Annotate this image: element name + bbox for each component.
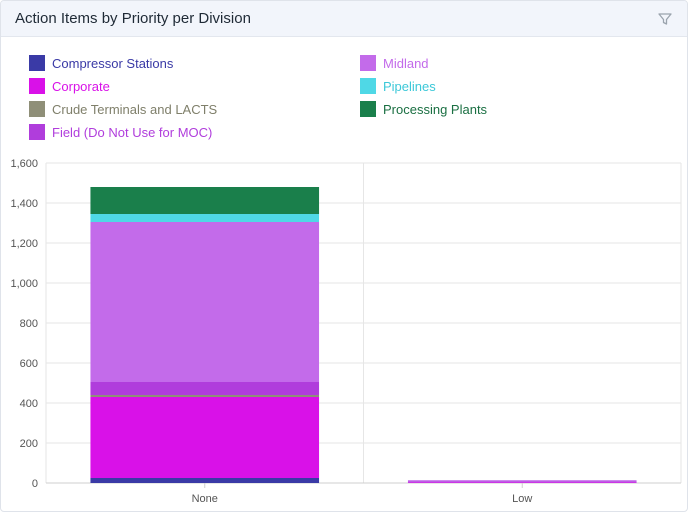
x-tick-label: Low — [512, 493, 532, 505]
legend-item-field[interactable]: Field (Do Not Use for MOC) — [29, 123, 212, 141]
y-tick-label: 1,600 — [10, 158, 38, 170]
x-tick-label: None — [192, 493, 218, 505]
bar-segment — [90, 395, 320, 397]
legend-label: Pipelines — [383, 78, 436, 94]
bar-segment — [90, 222, 320, 382]
y-tick-label: 1,400 — [10, 198, 38, 210]
legend-swatch — [29, 78, 45, 94]
y-tick-label: 1,000 — [10, 278, 38, 290]
bar-segment — [407, 481, 637, 483]
legend-swatch — [29, 101, 45, 117]
bar-segment — [407, 482, 637, 483]
legend-swatch — [29, 124, 45, 140]
legend-swatch — [360, 78, 376, 94]
legend-item-crude-terminals[interactable]: Crude Terminals and LACTS — [29, 100, 217, 118]
y-tick-label: 0 — [32, 478, 38, 490]
legend-item-compressor-stations[interactable]: Compressor Stations — [29, 54, 173, 72]
y-tick-label: 1,200 — [10, 238, 38, 250]
legend-label: Corporate — [52, 78, 110, 94]
legend-label: Crude Terminals and LACTS — [52, 101, 218, 117]
legend-item-midland[interactable]: Midland — [360, 54, 429, 72]
legend-label: Processing Plants — [383, 101, 488, 117]
legend-swatch — [360, 101, 376, 117]
bar-segment — [90, 214, 320, 222]
bar-segment — [90, 187, 320, 214]
card-header: Action Items by Priority per Division — [1, 1, 687, 37]
bar-segment — [90, 397, 320, 478]
y-tick-label: 600 — [20, 358, 38, 370]
legend-swatch — [29, 55, 45, 71]
legend-label: Field (Do Not Use for MOC) — [52, 124, 213, 140]
legend-label: Compressor Stations — [52, 55, 174, 71]
bar-segment — [407, 480, 637, 482]
legend-item-corporate[interactable]: Corporate — [29, 77, 110, 95]
filter-icon[interactable] — [657, 11, 673, 27]
bar-segment — [90, 478, 320, 483]
legend-swatch — [360, 55, 376, 71]
y-tick-label: 800 — [20, 318, 38, 330]
y-tick-label: 400 — [20, 398, 38, 410]
chart-title: Action Items by Priority per Division — [15, 10, 251, 27]
legend-item-pipelines[interactable]: Pipelines — [360, 77, 436, 95]
legend-item-processing-plants[interactable]: Processing Plants — [360, 100, 487, 118]
bar-segment — [90, 382, 320, 395]
legend-label: Midland — [383, 55, 429, 71]
y-tick-label: 200 — [20, 438, 38, 450]
